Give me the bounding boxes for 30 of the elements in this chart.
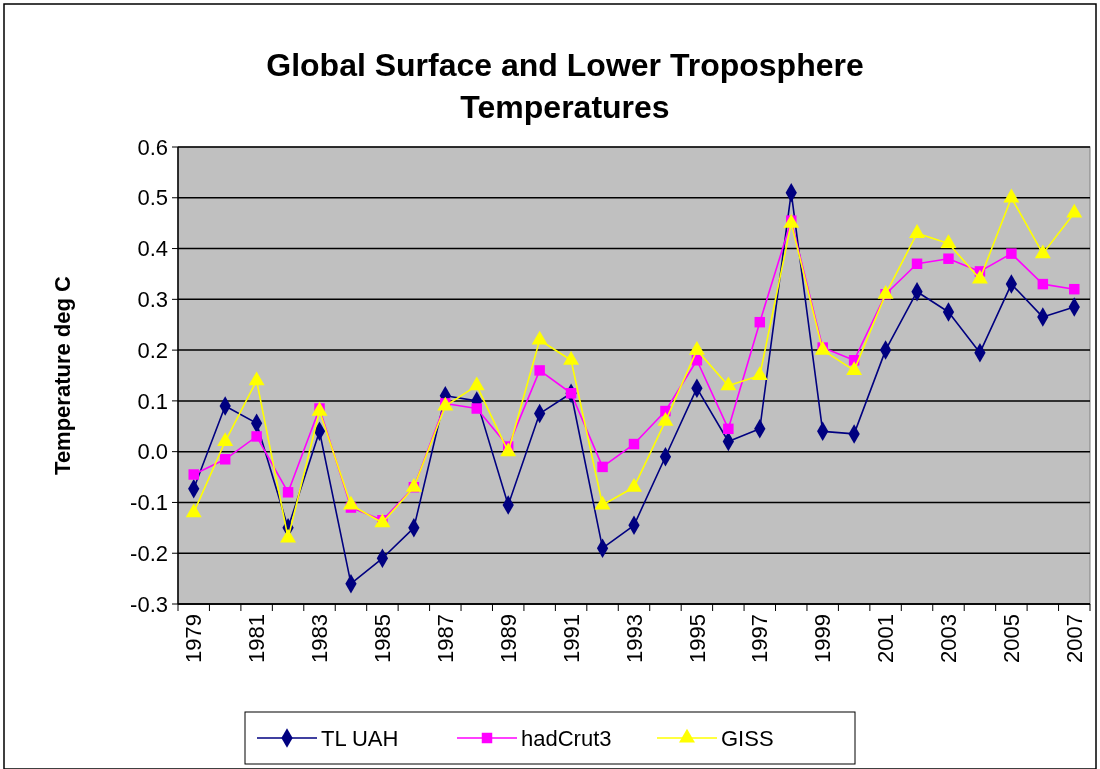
- y-tick-label: 0.4: [137, 236, 168, 262]
- y-tick-label: -0.3: [130, 591, 168, 617]
- y-tick-label: -0.2: [130, 540, 168, 566]
- x-tick-label: 1993: [621, 614, 647, 663]
- y-tick-label: -0.1: [130, 490, 168, 516]
- x-tick-label: 2007: [1061, 614, 1087, 663]
- y-tick-label: 0.1: [137, 388, 168, 414]
- x-tick-label: 2001: [873, 614, 899, 663]
- y-axis-title: Temperature deg C: [50, 275, 75, 475]
- y-tick-label: 0.5: [137, 185, 168, 211]
- x-tick-label: 1979: [181, 614, 207, 663]
- x-tick-label: 1991: [558, 614, 584, 663]
- x-tick-label: 2005: [999, 614, 1025, 663]
- legend-label: hadCrut3: [521, 725, 612, 751]
- x-tick-label: 2003: [936, 614, 962, 663]
- x-tick-label: 1997: [747, 614, 773, 663]
- x-tick-label: 1985: [370, 614, 396, 663]
- y-tick-label: 0.2: [137, 337, 168, 363]
- x-tick-label: 1989: [495, 614, 521, 663]
- x-tick-label: 1987: [433, 614, 459, 663]
- y-tick-label: 0.3: [137, 287, 168, 313]
- y-tick-label: 0.0: [137, 439, 168, 465]
- chart-title: Global Surface and Lower Troposphere Temperatures: [266, 47, 864, 125]
- y-tick-label: 0.6: [137, 134, 168, 160]
- legend-label: GISS: [721, 725, 774, 751]
- x-tick-label: 1981: [244, 614, 270, 663]
- legend-label: TL UAH: [321, 725, 399, 751]
- x-tick-label: 1999: [810, 614, 836, 663]
- x-tick-label: 1995: [684, 614, 710, 663]
- x-tick-label: 1983: [307, 614, 333, 663]
